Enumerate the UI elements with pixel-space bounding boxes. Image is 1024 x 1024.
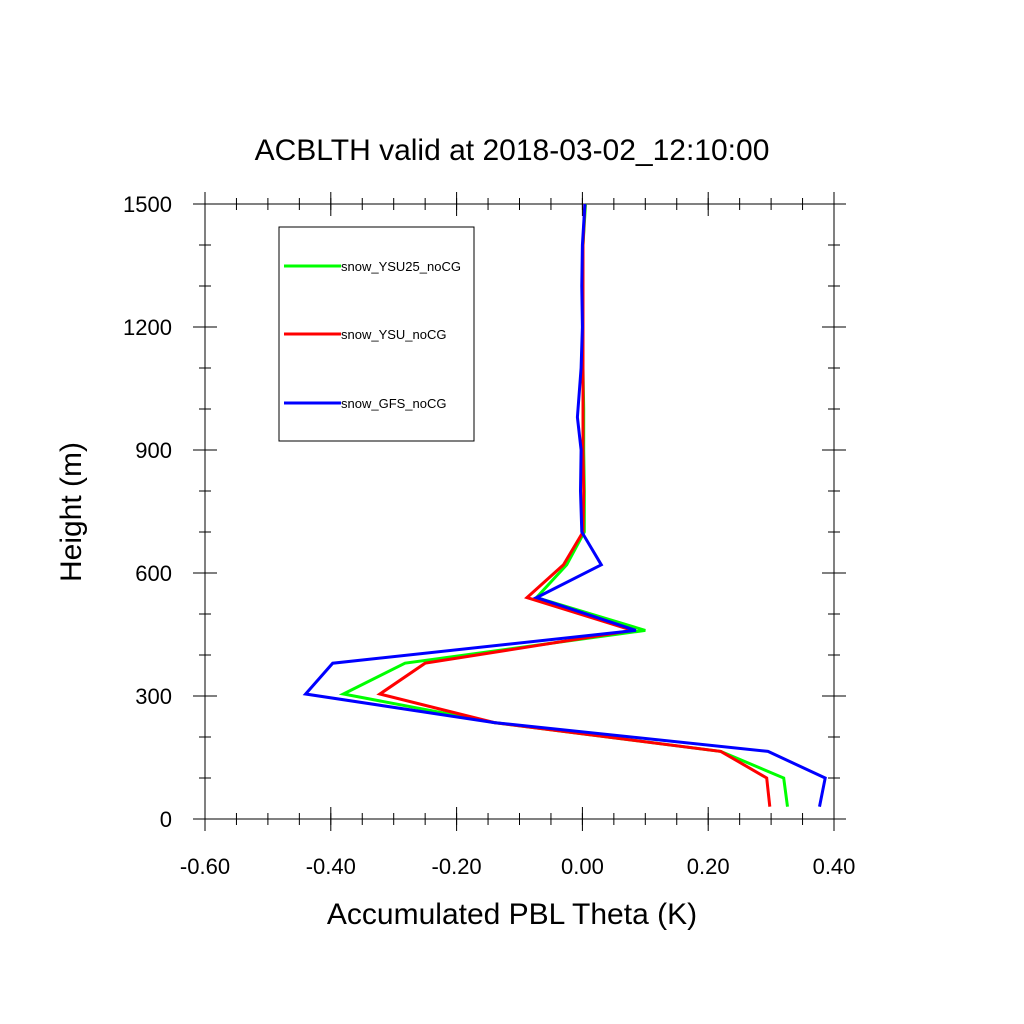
x-tick-label: 0.20 [687,854,730,879]
x-axis-label: Accumulated PBL Theta (K) [327,898,697,931]
x-tick-label: -0.60 [180,854,230,879]
legend-label: snow_YSU25_noCG [341,259,461,274]
y-tick-label: 300 [135,684,172,709]
plot-area: -0.60 -0.40 -0.20 0.00 0.20 0.40 0 300 600 900 120… [123,192,855,879]
x-tick-label: 0.40 [813,854,856,879]
legend-label: snow_YSU_noCG [341,327,447,342]
chart-title: ACBLTH valid at 2018-03-02_12:10:00 [255,134,770,167]
legend-label: snow_GFS_noCG [341,396,447,411]
y-axis-label: Height (m) [55,442,88,582]
y-tick-label: 1200 [123,315,172,340]
series-line-snow_GFS_noCG [302,203,827,807]
x-tick-label: -0.20 [432,854,482,879]
x-tick-label: 0.00 [561,854,604,879]
y-tick-label: 1500 [123,192,172,217]
y-tick-label: 600 [135,561,172,586]
y-tick-label: 900 [135,438,172,463]
y-tick-label: 0 [160,807,172,832]
x-tick-label: -0.40 [306,854,356,879]
legend: snow_YSU25_noCG snow_YSU_noCG snow_GFS_noC… [278,226,475,442]
